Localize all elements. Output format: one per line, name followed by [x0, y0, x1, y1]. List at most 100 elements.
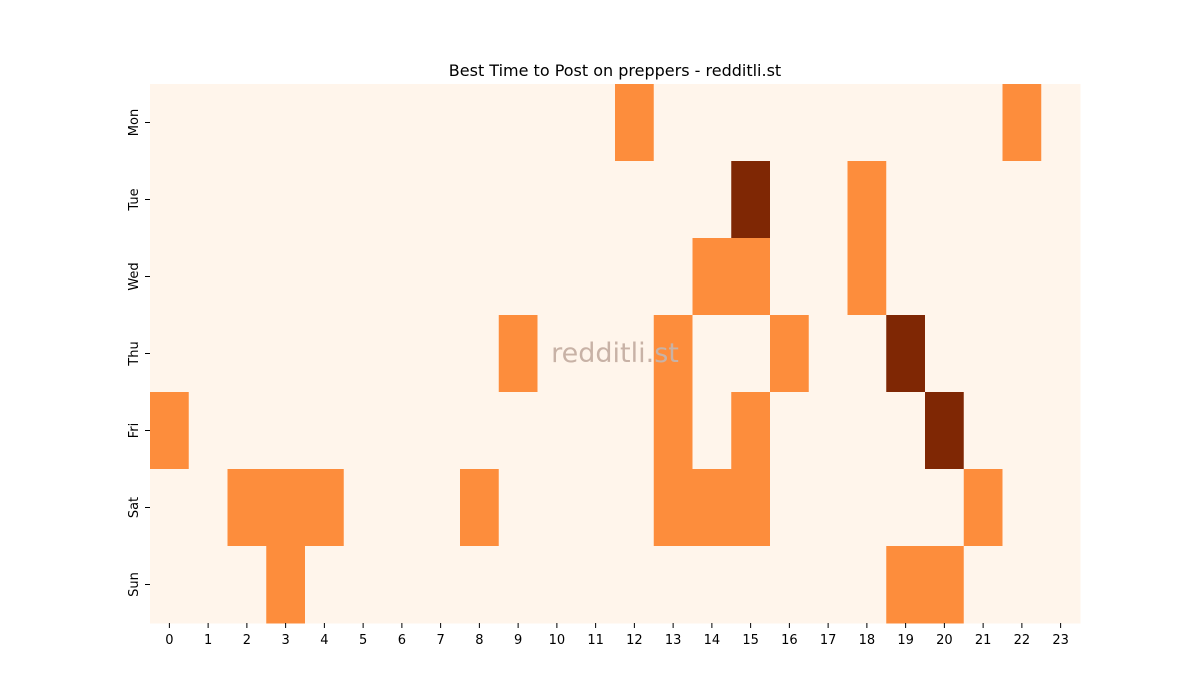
heatmap-cell-fri-13: [653, 392, 693, 470]
heatmap-cell-mon-15: [731, 84, 771, 162]
heatmap-cell-sun-8: [460, 546, 500, 624]
x-tick-label: 17: [820, 633, 837, 648]
heatmap-cell-sat-7: [421, 469, 461, 547]
heatmap-cell-sat-12: [615, 469, 655, 547]
heatmap-cell-tue-9: [498, 161, 538, 239]
heatmap-cell-mon-17: [808, 84, 848, 162]
heatmap-cell-thu-6: [382, 315, 422, 393]
heatmap-cell-sun-15: [731, 546, 771, 624]
heatmap-cell-wed-19: [886, 238, 926, 316]
x-tick-label: 2: [243, 633, 251, 648]
heatmap-cell-thu-14: [692, 315, 732, 393]
heatmap-cell-mon-12: [615, 84, 655, 162]
heatmap-cell-mon-2: [227, 84, 267, 162]
heatmap-cell-mon-8: [460, 84, 500, 162]
heatmap-cell-thu-0: [150, 315, 190, 393]
y-tick-label: Tue: [127, 188, 142, 211]
heatmap-cell-sun-7: [421, 546, 461, 624]
heatmap-cell-wed-21: [963, 238, 1003, 316]
heatmap-cell-mon-16: [770, 84, 810, 162]
heatmap-cell-mon-19: [886, 84, 926, 162]
heatmap-cell-tue-2: [227, 161, 267, 239]
x-tick-label: 1: [204, 633, 212, 648]
x-tick-label: 10: [549, 633, 566, 648]
x-tick-label: 20: [936, 633, 953, 648]
heatmap-cell-wed-2: [227, 238, 267, 316]
heatmap-cell-mon-0: [150, 84, 190, 162]
heatmap-cell-fri-6: [382, 392, 422, 470]
heatmap-cell-sun-2: [227, 546, 267, 624]
heatmap-cell-tue-21: [963, 161, 1003, 239]
heatmap-cell-mon-20: [925, 84, 965, 162]
x-axis: 0 1 2 3 4 5 6 7 8 9 10 11 12 13 14 15 16 17 18 19 20 21 22 23: [165, 623, 1069, 648]
heatmap-cell-mon-13: [653, 84, 693, 162]
heatmap-cell-wed-15: [731, 238, 771, 316]
heatmap-cell-wed-1: [188, 238, 228, 316]
heatmap-cell-mon-6: [382, 84, 422, 162]
heatmap-cell-fri-23: [1041, 392, 1081, 470]
heatmap-cell-mon-22: [1002, 84, 1042, 162]
heatmap-cell-sat-8: [460, 469, 500, 547]
heatmap-cell-fri-5: [343, 392, 383, 470]
heatmap-cell-thu-16: [770, 315, 810, 393]
heatmap-cell-tue-12: [615, 161, 655, 239]
heatmap-cell-wed-4: [305, 238, 345, 316]
heatmap-cell-tue-7: [421, 161, 461, 239]
heatmap-cell-sat-6: [382, 469, 422, 547]
heatmap-cell-sat-5: [343, 469, 383, 547]
x-tick-label: 12: [626, 633, 643, 648]
heatmap-cell-fri-21: [963, 392, 1003, 470]
heatmap-cell-sat-22: [1002, 469, 1042, 547]
heatmap-cell-fri-16: [770, 392, 810, 470]
heatmap-cell-sat-17: [808, 469, 848, 547]
heatmap-cell-thu-18: [847, 315, 887, 393]
heatmap-cell-mon-4: [305, 84, 345, 162]
heatmap-cell-wed-23: [1041, 238, 1081, 316]
heatmap-cell-thu-23: [1041, 315, 1081, 393]
heatmap-cell-mon-7: [421, 84, 461, 162]
heatmap-cell-sat-14: [692, 469, 732, 547]
heatmap-cell-sun-3: [266, 546, 306, 624]
heatmap-cell-tue-11: [576, 161, 616, 239]
heatmap-cell-mon-10: [537, 84, 577, 162]
heatmap-cell-wed-14: [692, 238, 732, 316]
heatmap-cell-wed-7: [421, 238, 461, 316]
heatmap-cell-tue-3: [266, 161, 306, 239]
heatmap-cell-wed-11: [576, 238, 616, 316]
heatmap-cell-mon-11: [576, 84, 616, 162]
watermark: redditli.st: [551, 338, 679, 369]
heatmap-cell-thu-10: [537, 315, 577, 393]
heatmap-cell-thu-22: [1002, 315, 1042, 393]
heatmap-cell-tue-16: [770, 161, 810, 239]
heatmap-cell-tue-6: [382, 161, 422, 239]
heatmap-cell-fri-11: [576, 392, 616, 470]
x-tick-label: 6: [398, 633, 406, 648]
x-tick-label: 18: [859, 633, 876, 648]
heatmap-cell-mon-5: [343, 84, 383, 162]
heatmap-cell-wed-10: [537, 238, 577, 316]
y-tick-label: Fri: [127, 423, 142, 439]
heatmap-cell-sun-22: [1002, 546, 1042, 624]
heatmap-cell-mon-1: [188, 84, 228, 162]
heatmap-cell-sat-21: [963, 469, 1003, 547]
heatmap-cell-thu-13: [653, 315, 693, 393]
heatmap-cell-tue-14: [692, 161, 732, 239]
heatmap-cell-sun-12: [615, 546, 655, 624]
heatmap-cell-fri-14: [692, 392, 732, 470]
heatmap-cell-fri-19: [886, 392, 926, 470]
heatmap-cell-sat-3: [266, 469, 306, 547]
heatmap-cell-fri-3: [266, 392, 306, 470]
x-tick-label: 4: [320, 633, 328, 648]
heatmap-cell-fri-9: [498, 392, 538, 470]
heatmap-cell-mon-14: [692, 84, 732, 162]
heatmap-cell-fri-8: [460, 392, 500, 470]
heatmap-cell-fri-18: [847, 392, 887, 470]
heatmap-cell-sun-5: [343, 546, 383, 624]
heatmap-cell-sat-23: [1041, 469, 1081, 547]
heatmap-cell-thu-11: [576, 315, 616, 393]
chart-title: Best Time to Post on preppers - redditli…: [449, 61, 781, 80]
heatmap-cell-sun-6: [382, 546, 422, 624]
heatmap-cell-sun-17: [808, 546, 848, 624]
heatmap-cell-fri-10: [537, 392, 577, 470]
